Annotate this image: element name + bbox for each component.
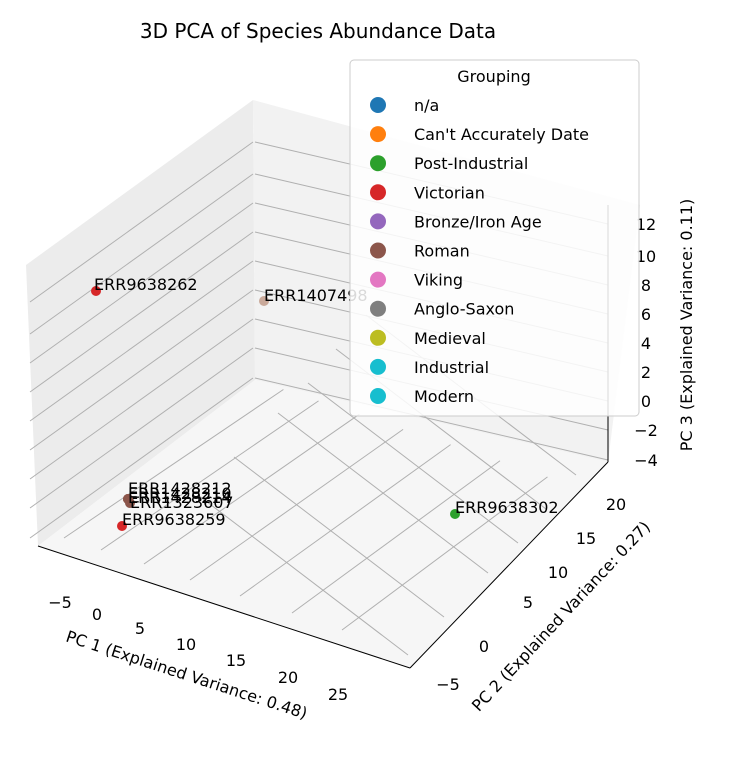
z-grid-line bbox=[29, 260, 254, 422]
legend-marker bbox=[370, 155, 386, 172]
x-tick-labels: −5 0 5 10 15 20 25 bbox=[48, 593, 348, 704]
legend-title: Grouping bbox=[457, 67, 530, 86]
point-label: ERR1428214 bbox=[128, 488, 232, 507]
z-grid-line bbox=[29, 289, 254, 451]
x-tick-label: 0 bbox=[92, 605, 102, 624]
x-grid-line bbox=[239, 444, 451, 597]
x-tick-label: 25 bbox=[328, 685, 348, 704]
point-label: ERR9638262 bbox=[94, 275, 198, 294]
data-point bbox=[91, 286, 101, 296]
legend: Grouping n/a Can't Accurately Date Post-In… bbox=[349, 59, 640, 417]
z-grid-line bbox=[254, 377, 609, 461]
y-tick-label: −5 bbox=[436, 675, 460, 694]
point-label: ERR1428210 bbox=[128, 484, 232, 503]
y-grid-line bbox=[307, 382, 519, 544]
x-tick-label: 15 bbox=[226, 651, 246, 670]
z-tick-label: 12 bbox=[636, 215, 656, 234]
z-tick-label: −2 bbox=[634, 421, 658, 440]
y-grid-line bbox=[233, 456, 445, 618]
legend-entry: Bronze/Iron Age bbox=[414, 212, 542, 231]
point-label: ERR9638302 bbox=[455, 498, 559, 517]
y-tick-label: 0 bbox=[479, 637, 489, 656]
point-label: ERR1323607 bbox=[130, 493, 234, 512]
point-label: ERR1428212 bbox=[128, 479, 232, 498]
y-tick-label: 15 bbox=[576, 529, 596, 548]
data-point bbox=[123, 494, 133, 504]
z-tick-label: −4 bbox=[634, 451, 658, 470]
floor-pane bbox=[38, 380, 608, 668]
y-tick-labels: −5 0 5 10 15 20 bbox=[436, 495, 626, 694]
legend-entry: Industrial bbox=[414, 358, 489, 377]
z-grid-line bbox=[29, 141, 254, 303]
legend-marker bbox=[370, 329, 386, 346]
y-tick-label: 5 bbox=[523, 593, 533, 612]
legend-entry: Modern bbox=[414, 387, 474, 406]
legend-marker bbox=[370, 271, 386, 288]
left-pane bbox=[26, 100, 255, 546]
legend-marker bbox=[370, 184, 386, 201]
legend-entry: Can't Accurately Date bbox=[414, 125, 589, 144]
y-grid-line bbox=[277, 412, 489, 574]
data-point bbox=[117, 521, 127, 531]
legend-entry: Viking bbox=[414, 271, 463, 290]
y-tick-label: 20 bbox=[606, 495, 626, 514]
legend-marker bbox=[370, 126, 386, 143]
y-axis-line bbox=[409, 461, 609, 669]
legend-entry: Post-Industrial bbox=[414, 154, 528, 173]
legend-entry: Medieval bbox=[414, 329, 486, 348]
chart-title: 3D PCA of Species Abundance Data bbox=[140, 19, 496, 43]
legend-marker bbox=[370, 358, 386, 375]
z-grid-line bbox=[29, 347, 254, 509]
z-tick-labels: −4 −2 0 2 4 6 8 10 12 bbox=[634, 215, 658, 470]
z-grid-line bbox=[29, 231, 254, 393]
grid-lines bbox=[29, 141, 609, 656]
data-point bbox=[450, 509, 460, 519]
x-tick-label: −5 bbox=[48, 593, 72, 612]
z-tick-label: 8 bbox=[641, 276, 651, 295]
x-grid-line bbox=[341, 476, 548, 631]
z-grid-line bbox=[29, 318, 254, 480]
z-tick-label: 4 bbox=[641, 334, 651, 353]
z-tick-label: 2 bbox=[641, 363, 651, 382]
y-grid-line bbox=[197, 494, 409, 656]
z-tick-label: 6 bbox=[641, 305, 651, 324]
z-grid-line bbox=[29, 377, 254, 539]
point-label: ERR9638259 bbox=[122, 510, 226, 529]
legend-entry: n/a bbox=[414, 96, 439, 115]
z-grid-line bbox=[29, 202, 254, 364]
z-tick-label: 10 bbox=[636, 247, 656, 266]
legend-entry: Anglo-Saxon bbox=[414, 300, 514, 319]
x-axis-line bbox=[37, 545, 411, 669]
data-points: ERR9638262 ERR1407498 ERR9638302 ERR9638259… bbox=[91, 275, 559, 531]
legend-marker bbox=[370, 213, 386, 230]
z-tick-label: 0 bbox=[641, 392, 651, 411]
x-grid-line bbox=[63, 389, 284, 539]
legend-marker bbox=[370, 388, 386, 404]
x-grid-line bbox=[291, 460, 501, 614]
legend-marker bbox=[370, 242, 386, 259]
x-grid-line bbox=[143, 413, 360, 565]
z-axis-label: PC 3 (Explained Variance: 0.11) bbox=[677, 199, 696, 452]
y-tick-label: 10 bbox=[548, 563, 568, 582]
legend-entry: Roman bbox=[414, 242, 470, 261]
data-point bbox=[259, 296, 269, 306]
legend-marker bbox=[370, 300, 386, 317]
z-grid-line bbox=[29, 173, 254, 335]
x-tick-label: 5 bbox=[135, 619, 145, 638]
point-label: ERR1407498 bbox=[264, 286, 368, 305]
legend-marker bbox=[370, 97, 386, 113]
legend-box bbox=[349, 59, 640, 417]
x-tick-label: 20 bbox=[278, 668, 298, 687]
x-tick-label: 10 bbox=[176, 635, 196, 654]
legend-entry: Victorian bbox=[414, 183, 485, 202]
x-grid-line bbox=[100, 400, 319, 551]
